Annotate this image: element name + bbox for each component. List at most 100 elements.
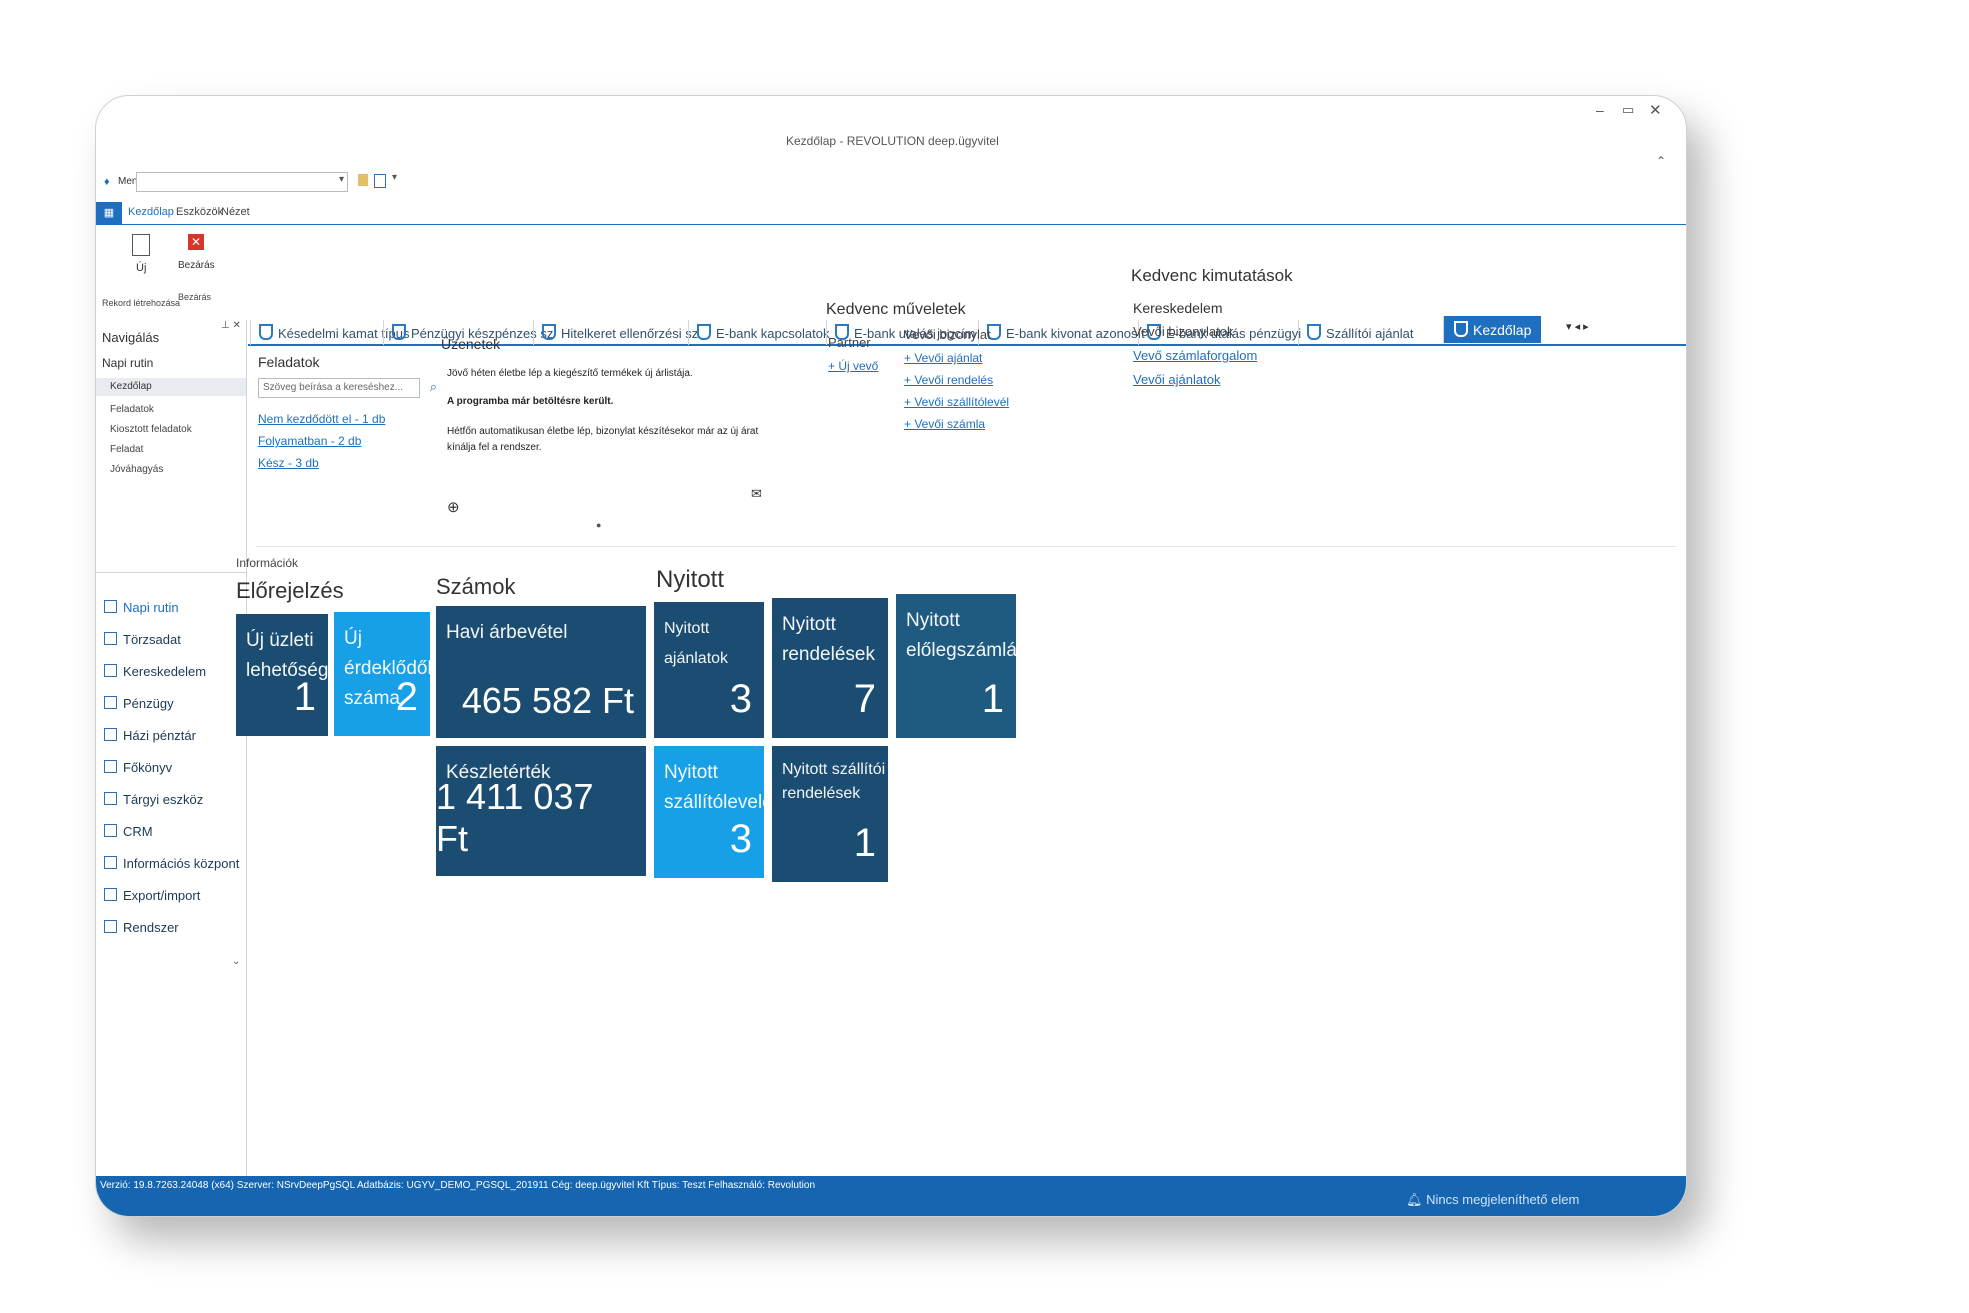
tile-monthly-revenue[interactable]: Havi árbevétel 465 582 Ft — [436, 606, 646, 738]
users-icon — [104, 824, 117, 837]
module-targyi-eszkoz[interactable]: Tárgyi eszköz — [104, 792, 203, 807]
module-torzsadat[interactable]: Törzsadat — [104, 632, 181, 647]
tab-kesedelmi-kamat[interactable]: Késedelmi kamat típus — [250, 320, 418, 345]
shield-icon — [835, 324, 849, 340]
new-label: Új — [136, 262, 147, 274]
module-rendszer[interactable]: Rendszer — [104, 920, 179, 935]
ledger-icon — [104, 760, 117, 773]
title-bar: Kezdőlap - REVOLUTION deep.ügyvitel – ▭ … — [96, 96, 1686, 156]
fav-ops-title: Kedvenc műveletek — [826, 301, 966, 318]
tile-new-leads[interactable]: Új érdeklődők száma 2 — [334, 612, 437, 736]
sidebar-item-kezdolap[interactable]: Kezdőlap — [96, 378, 246, 396]
module-kereskedelem[interactable]: Kereskedelem — [104, 664, 206, 679]
tab-penzugyi-keszpenzes[interactable]: Pénzügyi készpénzes sz — [383, 320, 561, 345]
tab-ebank-kapcsolatok[interactable]: E-bank kapcsolatok — [688, 320, 837, 345]
puzzle-icon — [104, 792, 117, 805]
collapse-ribbon-icon[interactable]: ⌃ — [1656, 154, 1667, 168]
sidebar-expand-icon[interactable]: ⌄ — [232, 956, 241, 967]
minimize-button[interactable]: – — [1596, 102, 1604, 118]
customer-invoice-link[interactable]: + Vevői számla — [904, 417, 986, 431]
tile-value: 3 — [729, 817, 752, 861]
tile-value: 1 — [293, 675, 316, 719]
carousel-dot-icon[interactable]: ● — [596, 520, 602, 530]
fav-reports-title: Kedvenc kimutatások — [1131, 266, 1293, 285]
tab-kezdolap-active[interactable]: Kezdőlap — [1443, 316, 1542, 343]
tile-stock-value[interactable]: Készletérték 1 411 037 Ft — [436, 746, 646, 876]
tile-value: 7 — [853, 677, 876, 721]
section-numbers: Számok — [436, 574, 516, 599]
task-link-in-progress[interactable]: Folyamatban - 2 db — [258, 434, 362, 448]
tile-value: 1 — [981, 677, 1004, 721]
fav-reports-group: Kereskedelem — [1133, 300, 1223, 316]
messages-panel: Üzenetek Jövő héten életbe lép a kiegész… — [441, 336, 791, 536]
sidebar-item-kiosztott[interactable]: Kiosztott feladatok — [110, 424, 192, 435]
fav-reports-sub: Vevői bizonylatok — [1133, 324, 1234, 339]
notification-status[interactable]: 🔔︎ Nincs megjeleníthető elem — [1406, 1192, 1580, 1207]
ribbon-tab-eszkozok[interactable]: Eszközök — [176, 206, 224, 218]
section-open: Nyitott — [656, 566, 725, 593]
bell-icon: 🔔︎ — [1406, 1192, 1427, 1207]
tile-value: 3 — [729, 677, 752, 721]
module-fokonyv[interactable]: Főkönyv — [104, 760, 172, 775]
save-icon[interactable] — [358, 174, 368, 186]
file-menu-button[interactable]: ▦ — [96, 202, 122, 224]
menu-label[interactable]: Menü — [118, 176, 144, 187]
tile-open-orders[interactable]: Nyitott rendelések 7 — [772, 598, 888, 738]
tile-new-opportunities[interactable]: Új üzleti lehetőségek 1 — [236, 614, 348, 736]
info-title: Információk — [236, 556, 299, 570]
sidebar-title: Navigálás — [102, 330, 160, 345]
pin-icon[interactable]: ⊥ ✕ — [221, 320, 241, 331]
tab-ebank-kivonat[interactable]: E-bank kivonat azonosít — [978, 320, 1153, 345]
tab-list-dropdown-icon[interactable]: ▾ ◂ ▸ — [1566, 321, 1589, 333]
sidebar-item-feladatok[interactable]: Feladatok — [110, 404, 154, 415]
module-informacios-kozpont[interactable]: Információs központ — [104, 856, 239, 871]
report-link-offers[interactable]: Vevői ajánlatok — [1133, 372, 1221, 387]
tab-hitelkeret[interactable]: Hitelkeret ellenőrzési sz — [533, 320, 706, 345]
module-crm[interactable]: CRM — [104, 824, 153, 839]
maximize-button[interactable]: ▭ — [1622, 102, 1635, 117]
register-icon — [104, 728, 117, 741]
check-icon[interactable] — [374, 174, 386, 188]
customer-offer-link[interactable]: + Vevői ajánlat — [904, 351, 983, 365]
module-hazi-penztar[interactable]: Házi pénztár — [104, 728, 196, 743]
tab-ebank-utalas-penzugyi[interactable]: E-bank utalás pénzügyi — [1138, 320, 1309, 345]
new-record-button[interactable]: Új — [124, 232, 164, 280]
app-window: Kezdőlap - REVOLUTION deep.ügyvitel – ▭ … — [95, 95, 1687, 1217]
ribbon-tab-kezdolap[interactable]: Kezdőlap — [128, 206, 174, 218]
splitter[interactable] — [96, 572, 246, 577]
task-search-input[interactable]: Szöveg beírása a kereséshez... ⌕ — [258, 378, 437, 398]
customize-toolbar-icon[interactable]: ▾ — [392, 172, 398, 183]
tile-open-delivery-notes[interactable]: Nyitott szállítólevelek 3 — [654, 746, 782, 878]
cart-icon — [104, 664, 117, 677]
section-divider — [256, 546, 1676, 547]
task-link-done[interactable]: Kész - 3 db — [258, 456, 319, 470]
search-icon[interactable]: ⌕ — [429, 379, 437, 394]
task-search-placeholder: Szöveg beírása a kereséshez... — [263, 382, 404, 393]
sidebar-item-jovahagyas[interactable]: Jóváhagyás — [110, 464, 164, 475]
close-window-button[interactable]: ✕ — [1649, 102, 1662, 119]
customer-order-link[interactable]: + Vevői rendelés — [904, 373, 994, 387]
home-icon — [104, 920, 117, 933]
ribbon-group-close: Bezárás — [178, 292, 212, 302]
tile-open-supplier-orders[interactable]: Nyitott szállítói rendelések 1 — [772, 746, 888, 882]
section-forecast: Előrejelzés — [236, 578, 344, 603]
module-export-import[interactable]: Export/import — [104, 888, 200, 903]
close-record-button[interactable]: ✕ Bezárás — [176, 232, 226, 280]
globe-icon[interactable]: ⊕ — [447, 499, 460, 516]
module-napi-rutin[interactable]: Napi rutin — [104, 600, 179, 615]
tab-szallitoi-ajanlat[interactable]: Szállítói ajánlat — [1298, 320, 1421, 345]
tile-open-advance-invoices[interactable]: Nyitott előlegszámlák 1 — [896, 594, 1026, 738]
new-customer-link[interactable]: + Új vevő — [828, 359, 879, 373]
mail-icon[interactable]: ✉ — [751, 486, 762, 501]
tile-value: 2 — [395, 675, 418, 719]
menu-dropdown[interactable]: ▾ — [136, 172, 348, 192]
customer-delivery-note-link[interactable]: + Vevői szállítólevél — [904, 395, 1010, 409]
tab-ebank-utalas-jogcim[interactable]: E-bank utalás jogcím — [826, 320, 983, 345]
ribbon-tab-nezet[interactable]: Nézet — [221, 206, 250, 218]
report-link-turnover[interactable]: Vevő számlaforgalom — [1133, 348, 1258, 363]
tile-open-offers[interactable]: Nyitott ajánlatok 3 — [654, 602, 764, 738]
close-label: Bezárás — [178, 260, 215, 271]
sidebar-item-feladat[interactable]: Feladat — [110, 444, 144, 455]
module-penzugy[interactable]: Pénzügy — [104, 696, 174, 711]
task-link-not-started[interactable]: Nem kezdődött el - 1 db — [258, 412, 386, 426]
